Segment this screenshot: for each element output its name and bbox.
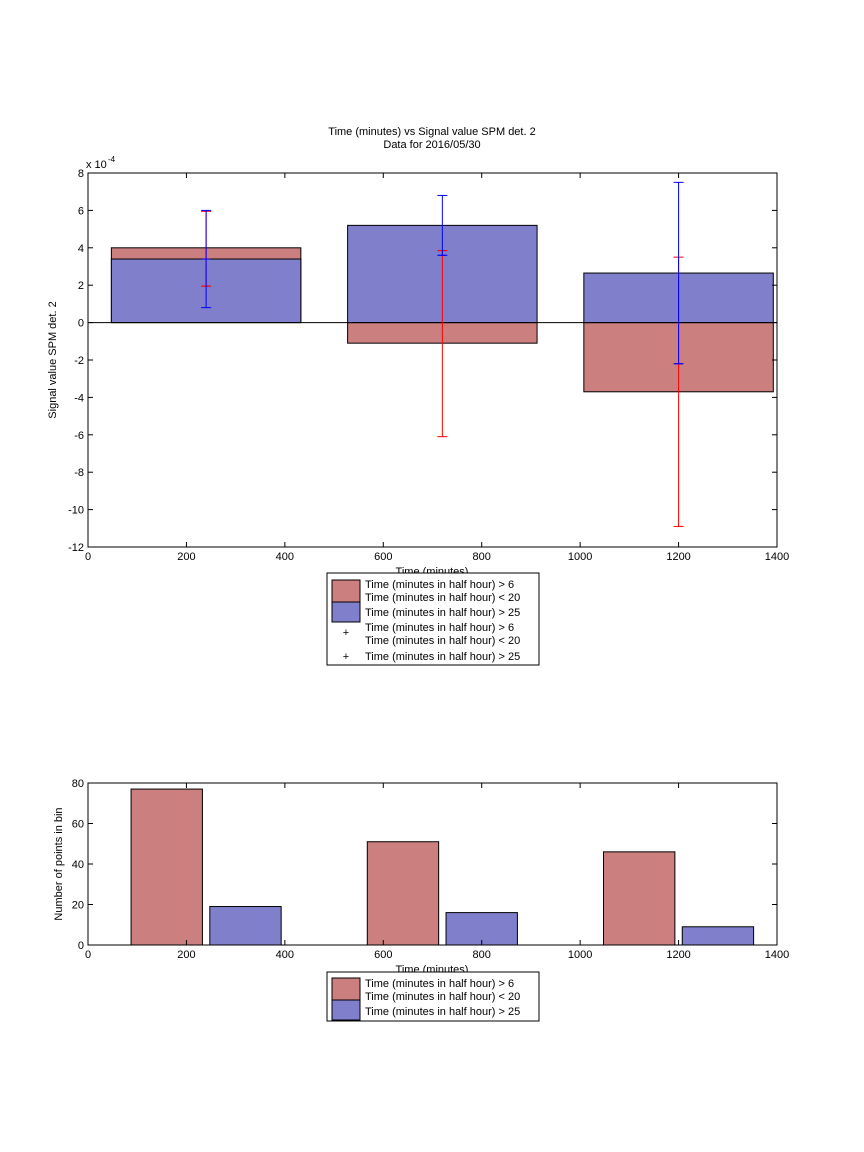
- legend-label: Time (minutes in half hour) > 25: [365, 607, 520, 619]
- bar: [130, 788, 203, 946]
- x-tick-label: 800: [473, 551, 491, 563]
- x-tick-label: 400: [276, 949, 294, 961]
- legend-label: Time (minutes in half hour) > 6: [365, 622, 514, 634]
- y-tick-label: 4: [78, 243, 84, 255]
- x-tick-label: 1000: [568, 551, 592, 563]
- y-exponent-power: -4: [108, 155, 116, 164]
- legend-swatch-blue: [331, 999, 361, 1021]
- y-tick-label: -10: [68, 505, 84, 517]
- count-chart: 0 200 400 600 800 1000 1200 1400 0 20 40 60 80 Time …: [53, 778, 789, 1022]
- legend-swatch-red: [331, 977, 361, 1001]
- x-tick-label: 1400: [765, 551, 789, 563]
- bar: [445, 912, 518, 946]
- x-tick-label: 600: [374, 949, 392, 961]
- legend-box: [326, 572, 540, 666]
- y-tick-label: -2: [74, 355, 84, 367]
- legend-label: Time (minutes in half hour) < 20: [365, 592, 520, 604]
- x-tick-label: 0: [85, 551, 91, 563]
- legend-swatch-blue: [331, 601, 361, 623]
- legend-label: Time (minutes in half hour) < 20: [365, 991, 520, 1003]
- y-tick-label: 8: [78, 168, 84, 180]
- y-tick-label: -4: [74, 392, 84, 404]
- x-tick-label: 400: [276, 551, 294, 563]
- x-tick-label: 1200: [666, 949, 690, 961]
- bars-layer: [130, 788, 755, 946]
- legend-marker-red: +: [343, 627, 349, 639]
- legend-label: Time (minutes in half hour) > 25: [365, 1006, 520, 1018]
- y-tick-label: 80: [72, 778, 84, 790]
- y-tick-label: 2: [78, 280, 84, 292]
- y-axis-label: Signal value SPM det. 2: [47, 301, 59, 418]
- legend-marker-blue: +: [343, 651, 349, 663]
- x-tick-label: 1000: [568, 949, 592, 961]
- bar: [681, 926, 755, 946]
- y-exponent-base: x 10: [86, 159, 107, 171]
- legend-label: Time (minutes in half hour) > 25: [365, 651, 520, 663]
- ticks-layer: 0 200 400 600 800 1000 1200 1400 -12 -10 -8 -6 -4 -2 0…: [68, 168, 789, 563]
- y-tick-label: 0: [78, 940, 84, 952]
- y-tick-label: -12: [68, 542, 84, 554]
- signal-chart: Time (minutes) vs Signal value SPM det. …: [47, 126, 789, 666]
- y-tick-label: 6: [78, 205, 84, 217]
- y-tick-label: 0: [78, 318, 84, 330]
- legend: Time (minutes in half hour) > 6 Time (mi…: [326, 971, 540, 1022]
- y-tick-label: 40: [72, 859, 84, 871]
- legend-swatch-red: [331, 579, 361, 603]
- ticks-layer: 0 200 400 600 800 1000 1200 1400 0 20 40 60 80: [72, 778, 789, 961]
- legend: Time (minutes in half hour) > 6 Time (mi…: [326, 572, 540, 666]
- chart-title: Time (minutes) vs Signal value SPM det. …: [328, 126, 535, 138]
- x-tick-label: 600: [374, 551, 392, 563]
- x-tick-label: 200: [177, 551, 195, 563]
- legend-label: Time (minutes in half hour) > 6: [365, 579, 514, 591]
- legend-label: Time (minutes in half hour) > 6: [365, 978, 514, 990]
- y-tick-label: -8: [74, 467, 84, 479]
- bar: [209, 906, 282, 946]
- y-tick-label: 20: [72, 900, 84, 912]
- x-tick-label: 1400: [765, 949, 789, 961]
- x-tick-label: 200: [177, 949, 195, 961]
- y-axis-label: Number of points in bin: [53, 807, 65, 920]
- bar: [366, 841, 440, 946]
- errorbars-layer: [201, 181, 684, 527]
- bar: [603, 851, 676, 946]
- x-tick-label: 800: [473, 949, 491, 961]
- chart-subtitle: Data for 2016/05/30: [383, 139, 480, 151]
- y-tick-label: -6: [74, 430, 84, 442]
- legend-label: Time (minutes in half hour) < 20: [365, 635, 520, 647]
- x-tick-label: 1200: [666, 551, 690, 563]
- x-tick-label: 0: [85, 949, 91, 961]
- legend-box: [326, 971, 540, 1022]
- y-tick-label: 60: [72, 819, 84, 831]
